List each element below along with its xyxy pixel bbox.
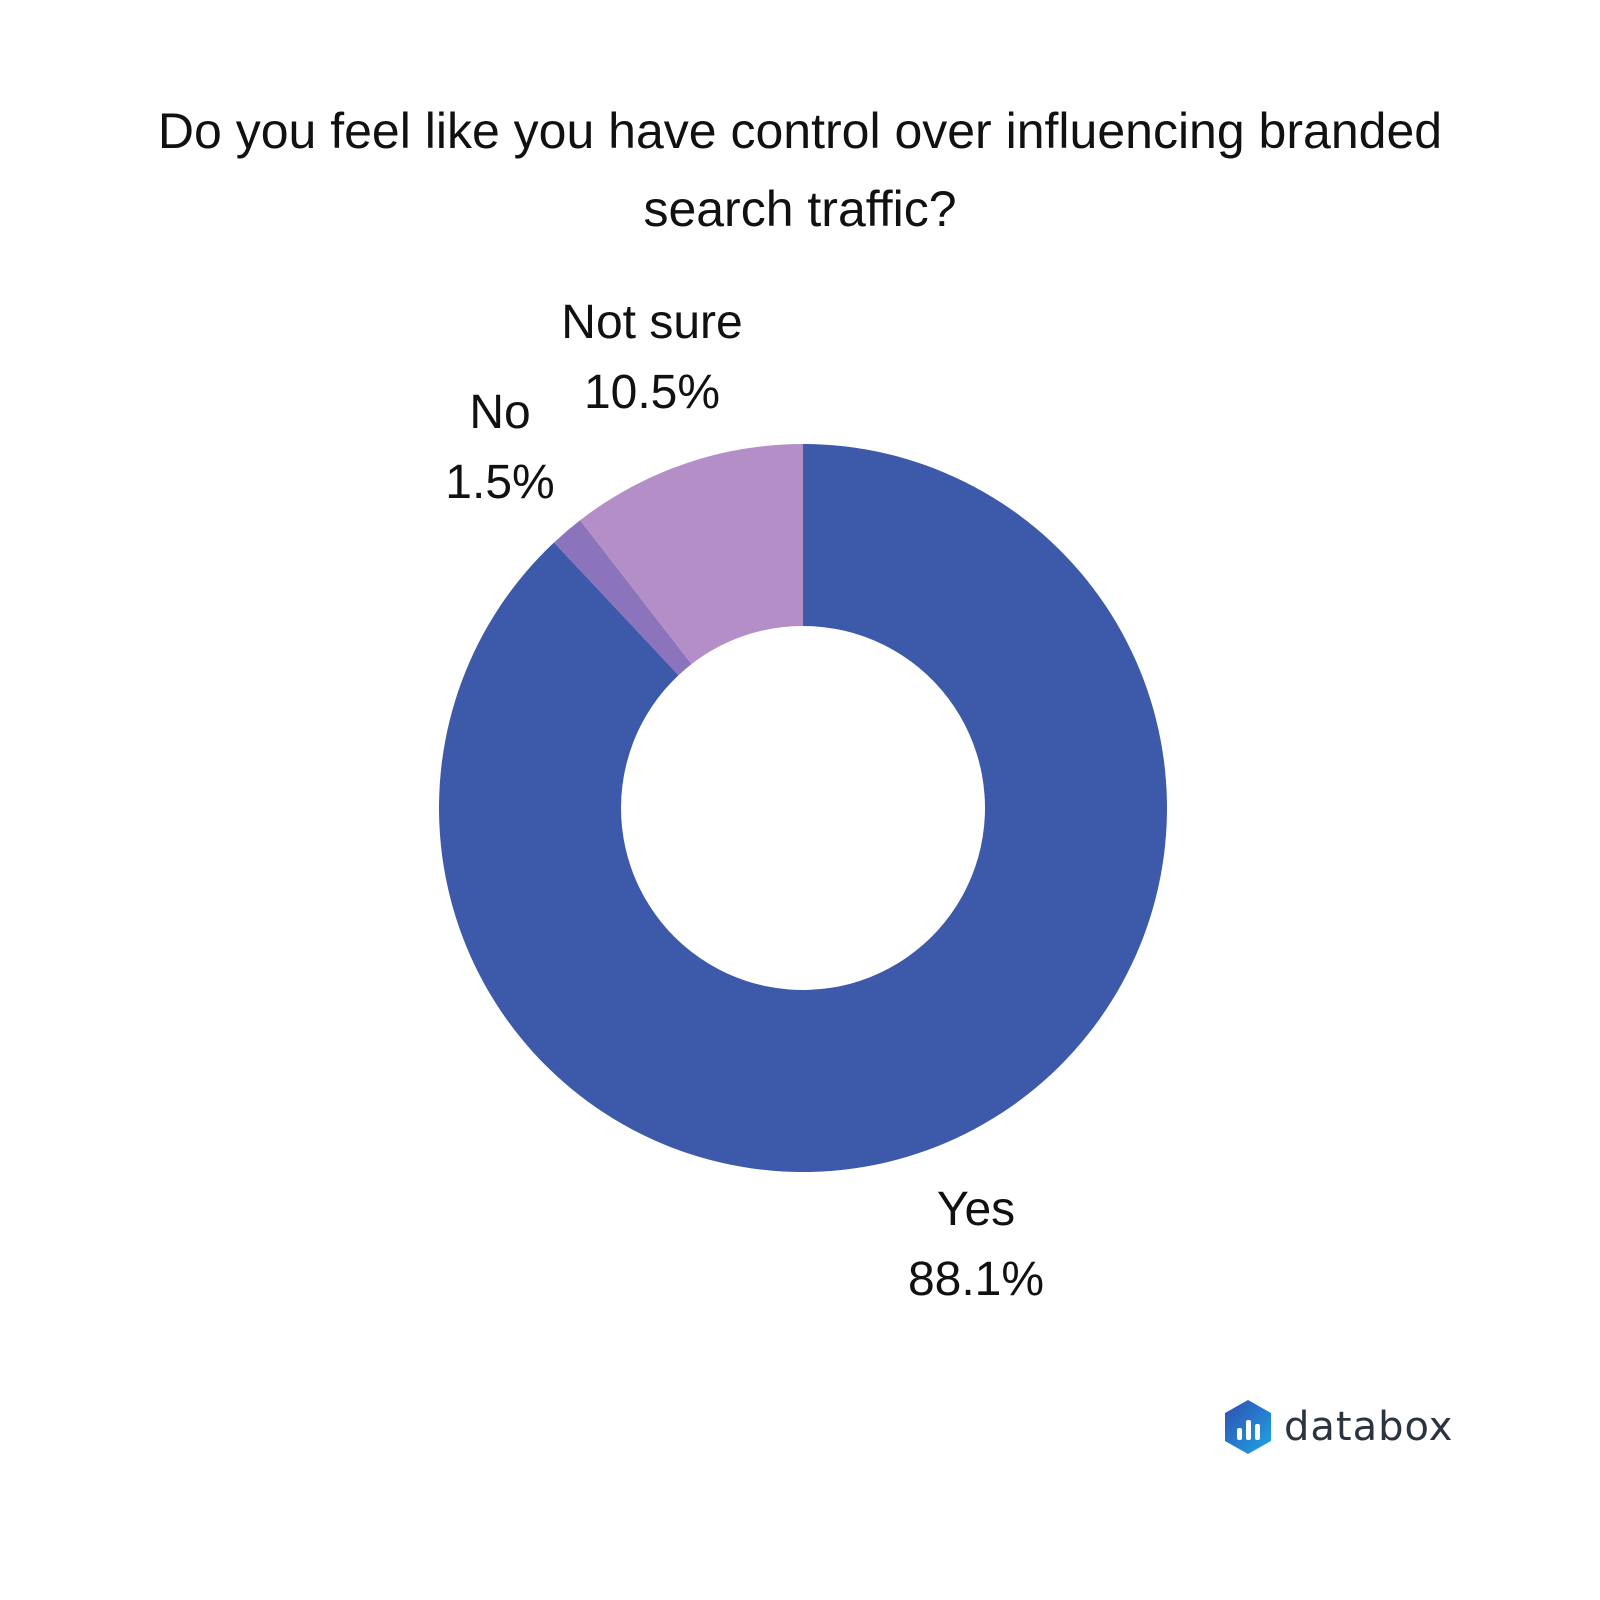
databox-logo-text: databox [1284,1404,1454,1450]
data-label-yes-name: Yes [936,1183,1016,1236]
data-label-no-value: 1.5% [445,456,555,509]
data-label-no: No 1.5% [350,378,650,518]
data-label-yes: Yes 88.1% [826,1175,1126,1315]
databox-logo-icon [1225,1400,1271,1454]
data-label-not-sure-name: Not sure [561,296,743,349]
donut-slice-no [554,520,692,676]
donut-slice-not-sure [580,444,803,665]
data-label-no-name: No [469,386,531,439]
databox-logo: databox [1222,1396,1453,1458]
data-label-not-sure-value: 10.5% [583,366,721,419]
donut-slice-yes [438,444,1168,1172]
data-label-not-sure: Not sure 10.5% [502,288,802,428]
chart-title: Do you feel like you have control over i… [157,103,1443,237]
data-label-yes-value: 88.1% [907,1253,1045,1306]
